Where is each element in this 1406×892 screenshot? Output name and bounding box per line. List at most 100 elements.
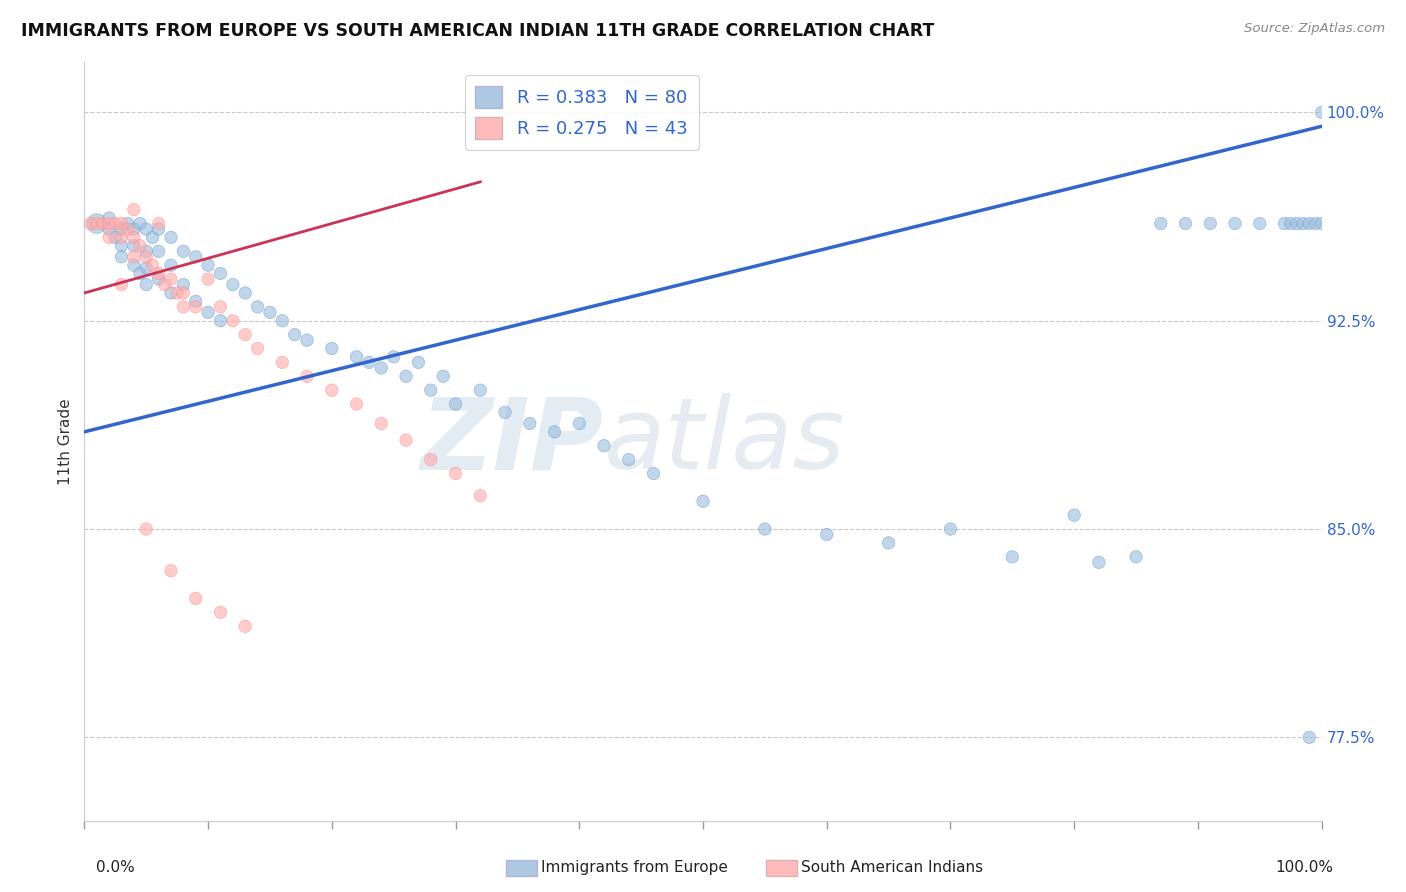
- Point: [129, 267, 152, 281]
- Text: Source: ZipAtlas.com: Source: ZipAtlas.com: [1244, 22, 1385, 36]
- Point: [1063, 508, 1085, 523]
- Point: [172, 300, 194, 314]
- Point: [86, 217, 108, 231]
- Point: [148, 244, 170, 259]
- Point: [110, 222, 132, 236]
- Point: [370, 417, 392, 431]
- Point: [110, 250, 132, 264]
- Point: [284, 327, 307, 342]
- Point: [122, 222, 145, 236]
- Point: [135, 522, 157, 536]
- Point: [160, 258, 183, 272]
- Point: [246, 342, 269, 356]
- Point: [1174, 217, 1197, 231]
- Point: [117, 222, 139, 236]
- Point: [135, 244, 157, 259]
- Point: [209, 605, 232, 619]
- Point: [153, 277, 176, 292]
- Point: [370, 360, 392, 375]
- Point: [91, 217, 114, 231]
- Point: [1150, 217, 1173, 231]
- Point: [148, 222, 170, 236]
- Point: [395, 369, 418, 384]
- Point: [122, 258, 145, 272]
- Point: [295, 369, 318, 384]
- Point: [141, 258, 163, 272]
- Text: ZIP: ZIP: [420, 393, 605, 490]
- Legend: R = 0.383   N = 80, R = 0.275   N = 43: R = 0.383 N = 80, R = 0.275 N = 43: [464, 75, 699, 150]
- Point: [184, 300, 207, 314]
- Point: [135, 222, 157, 236]
- Text: atlas: atlas: [605, 393, 845, 490]
- Point: [166, 285, 188, 300]
- Point: [1199, 217, 1222, 231]
- Point: [135, 250, 157, 264]
- Point: [233, 285, 256, 300]
- Point: [110, 230, 132, 244]
- Point: [148, 267, 170, 281]
- Point: [295, 333, 318, 347]
- Point: [1279, 217, 1302, 231]
- Point: [419, 383, 441, 397]
- Point: [271, 314, 294, 328]
- Point: [197, 305, 219, 319]
- Point: [197, 258, 219, 272]
- Point: [98, 211, 121, 225]
- Point: [346, 350, 368, 364]
- Point: [184, 294, 207, 309]
- Point: [939, 522, 962, 536]
- Point: [877, 536, 900, 550]
- Point: [754, 522, 776, 536]
- Point: [419, 452, 441, 467]
- Point: [197, 272, 219, 286]
- Text: 100.0%: 100.0%: [1275, 860, 1333, 874]
- Point: [692, 494, 714, 508]
- Point: [141, 230, 163, 244]
- Point: [148, 217, 170, 231]
- Point: [209, 314, 232, 328]
- Point: [98, 230, 121, 244]
- Point: [543, 425, 565, 439]
- Point: [1274, 217, 1296, 231]
- Point: [1285, 217, 1308, 231]
- Point: [233, 327, 256, 342]
- Y-axis label: 11th Grade: 11th Grade: [58, 398, 73, 485]
- Point: [346, 397, 368, 411]
- Point: [148, 272, 170, 286]
- Point: [432, 369, 454, 384]
- Point: [1310, 105, 1333, 120]
- Point: [110, 238, 132, 252]
- Point: [110, 277, 132, 292]
- Point: [184, 591, 207, 606]
- Point: [1249, 217, 1271, 231]
- Point: [98, 222, 121, 236]
- Point: [357, 355, 380, 369]
- Point: [160, 285, 183, 300]
- Point: [172, 244, 194, 259]
- Point: [246, 300, 269, 314]
- Point: [110, 217, 132, 231]
- Point: [1298, 731, 1320, 745]
- Point: [79, 217, 101, 231]
- Point: [593, 439, 616, 453]
- Point: [122, 230, 145, 244]
- Point: [117, 217, 139, 231]
- Point: [395, 433, 418, 447]
- Point: [1310, 217, 1333, 231]
- Point: [233, 619, 256, 633]
- Point: [271, 355, 294, 369]
- Point: [135, 260, 157, 275]
- Point: [470, 383, 492, 397]
- Point: [172, 285, 194, 300]
- Point: [1298, 217, 1320, 231]
- Point: [1223, 217, 1246, 231]
- Text: South American Indians: South American Indians: [801, 861, 984, 875]
- Point: [160, 272, 183, 286]
- Point: [104, 230, 127, 244]
- Point: [172, 277, 194, 292]
- Point: [408, 355, 430, 369]
- Point: [104, 217, 127, 231]
- Point: [129, 238, 152, 252]
- Point: [209, 300, 232, 314]
- Point: [519, 417, 541, 431]
